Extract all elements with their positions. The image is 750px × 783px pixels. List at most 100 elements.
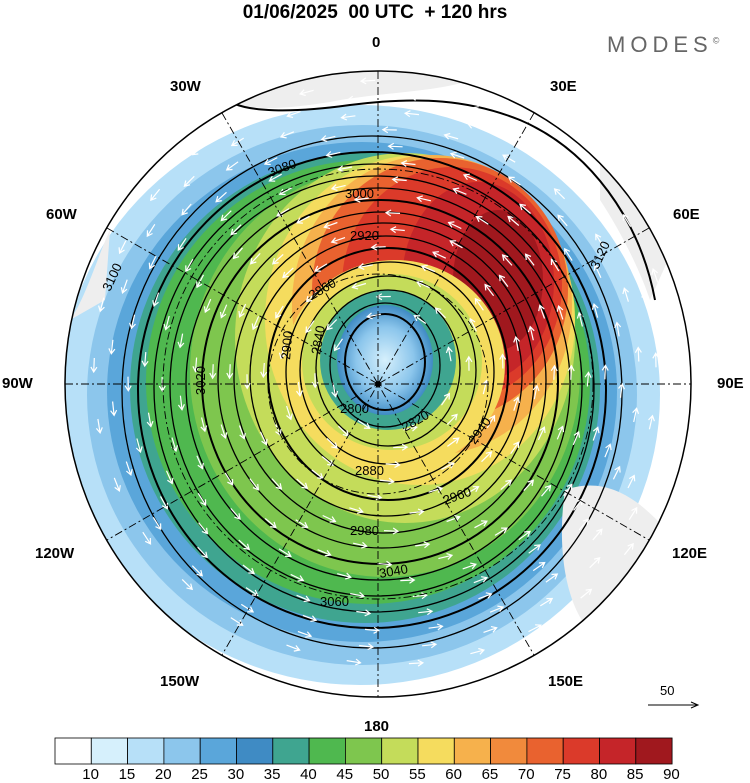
colorbar-swatch xyxy=(599,737,637,765)
wind-arrow xyxy=(537,426,546,441)
contour-label-2840: 2840 xyxy=(308,324,328,355)
colorbar-swatch xyxy=(417,737,455,765)
colorbar-swatch xyxy=(453,737,491,765)
wind-arrow xyxy=(584,371,592,387)
wind-arrow xyxy=(353,195,369,203)
wind-arrow xyxy=(623,542,634,556)
lon-label-150w: 150W xyxy=(160,673,200,690)
wind-arrow xyxy=(209,364,217,380)
wind-arrow xyxy=(296,215,310,224)
wind-arrow xyxy=(409,93,425,101)
wind-arrow xyxy=(141,352,149,368)
wind-arrow xyxy=(527,325,535,341)
wind-arrow xyxy=(556,304,564,320)
wind-arrow xyxy=(470,647,486,655)
wind-arrow xyxy=(408,659,425,667)
wind-arrow xyxy=(484,283,495,297)
map-title: 01/06/2025 00 UTC + 120 hrs xyxy=(242,2,508,23)
wind-arrow xyxy=(321,456,334,467)
wind-arrow xyxy=(181,203,192,216)
wind-arrow xyxy=(379,477,395,485)
colorbar-swatch xyxy=(526,737,564,765)
wind-arrow xyxy=(391,176,407,184)
wind-arrow xyxy=(634,346,642,362)
wind-arrow xyxy=(118,240,127,255)
wind-arrow xyxy=(447,437,460,447)
wind-arrow xyxy=(243,374,251,390)
wind-arrow xyxy=(513,335,521,351)
contour-label-3020: 3020 xyxy=(193,366,208,395)
wind-arrow xyxy=(381,126,397,134)
wind-arrow xyxy=(349,507,364,514)
wind-arrow xyxy=(196,274,205,289)
wind-arrow xyxy=(475,215,489,225)
wind-arrow xyxy=(323,221,338,229)
wind-arrow xyxy=(580,167,593,179)
wind-arrow xyxy=(466,486,480,495)
wind-arrow xyxy=(124,376,132,392)
colorbar-tick-label: 30 xyxy=(227,766,245,783)
colorbar-tick-label: 25 xyxy=(191,766,208,783)
wind-arrow xyxy=(532,384,540,400)
wind-arrow xyxy=(242,564,256,575)
colorbar-tick-label: 10 xyxy=(82,766,99,783)
wind-arrow xyxy=(311,469,324,480)
colorbar-swatch xyxy=(236,737,274,765)
wind-arrow xyxy=(446,515,461,523)
colorbar-tick-label: 45 xyxy=(336,766,354,783)
wind-arrow xyxy=(240,603,255,613)
wind-arrow xyxy=(441,392,451,406)
wind-arrow xyxy=(317,549,332,557)
colorbar-swatch xyxy=(90,737,129,765)
wind-arrow xyxy=(510,441,520,455)
wind-arrow xyxy=(290,573,305,582)
wind-arrow xyxy=(489,605,505,613)
wind-arrow xyxy=(260,362,268,379)
wind-arrow xyxy=(230,137,245,147)
wind-arrow xyxy=(275,305,284,319)
wind-arrow xyxy=(525,148,539,157)
contour-label-3060: 3060 xyxy=(320,594,349,609)
contour-label-2980: 2980 xyxy=(350,523,379,538)
colorbar-swatch xyxy=(344,737,383,765)
wind-arrow xyxy=(618,382,626,398)
wind-arrow xyxy=(622,287,630,302)
wind-arrow xyxy=(242,111,256,120)
wind-arrow xyxy=(375,293,391,301)
wind-arrow xyxy=(264,518,277,529)
wind-arrow xyxy=(494,527,508,536)
colorbar-tick-label: 40 xyxy=(300,766,317,783)
wind-arrow xyxy=(196,455,204,470)
wind-arrow xyxy=(400,160,416,167)
wind-arrow xyxy=(150,188,161,202)
wind-arrow xyxy=(314,263,328,272)
wind-arrow xyxy=(473,576,488,584)
wind-arrow xyxy=(230,508,241,520)
wind-arrow xyxy=(177,333,185,349)
wind-arrow xyxy=(628,506,638,521)
wind-arrow xyxy=(271,478,283,490)
wind-arrow xyxy=(403,110,420,118)
lon-label-0: 0 xyxy=(372,34,381,51)
wind-arrow xyxy=(359,643,375,651)
wind-arrow xyxy=(340,113,356,121)
wind-arrow xyxy=(432,251,447,259)
wind-arrow xyxy=(409,508,425,516)
wind-arrow xyxy=(110,401,118,417)
colorbar-swatch xyxy=(308,737,346,765)
wind-arrow xyxy=(249,252,261,265)
wind-arrow xyxy=(443,132,459,140)
wind-arrow xyxy=(441,462,455,470)
wind-arrow xyxy=(352,541,368,549)
wind-arrow xyxy=(225,161,239,171)
wind-arrow xyxy=(330,237,346,244)
wind-arrow xyxy=(400,576,416,584)
wind-arrow xyxy=(445,346,453,362)
wind-arrow xyxy=(416,195,432,203)
wind-arrow xyxy=(238,539,251,551)
wind-arrow xyxy=(416,280,431,289)
reference-vector-arrow xyxy=(648,701,700,709)
colorbar-tick-label: 60 xyxy=(445,766,462,783)
wind-arrow xyxy=(326,319,338,331)
wind-arrow xyxy=(474,297,484,311)
